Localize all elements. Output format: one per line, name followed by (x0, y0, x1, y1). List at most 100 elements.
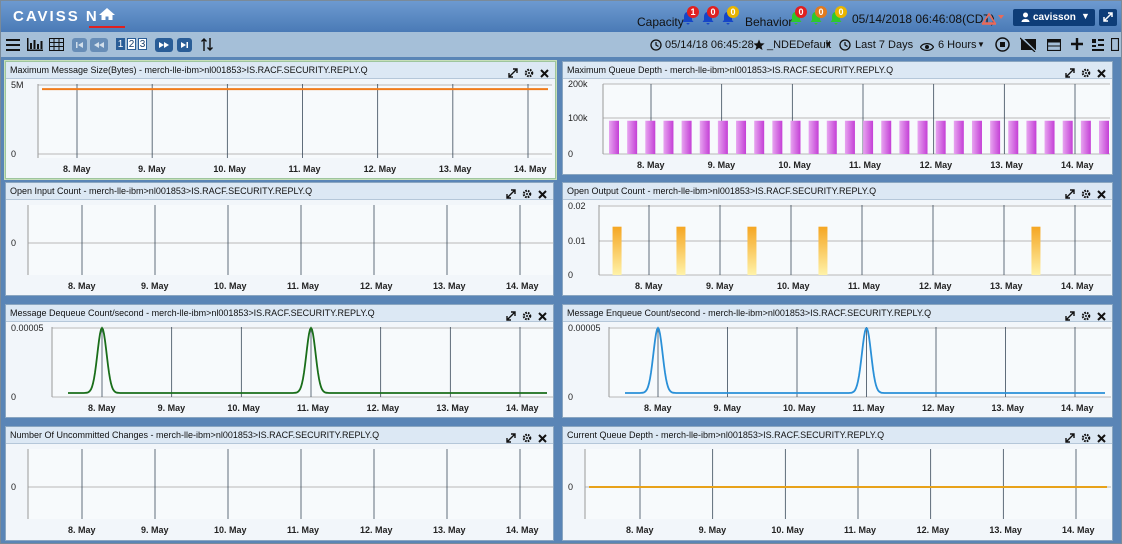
panel-title-bar[interactable]: Number Of Uncommitted Changes - merch-ll… (6, 427, 553, 444)
expand-icon[interactable] (1065, 186, 1075, 204)
star-icon[interactable] (753, 38, 765, 56)
behavior-bell-icon[interactable]: 0 (829, 6, 847, 30)
chart-bar[interactable] (717, 120, 728, 154)
panel-title-bar[interactable]: Maximum Message Size(Bytes) - merch-lle-… (6, 62, 555, 79)
layout-icon[interactable] (1046, 38, 1062, 56)
chart-bar[interactable] (627, 120, 638, 154)
alert-bell-icon[interactable] (981, 10, 1005, 31)
close-icon[interactable] (538, 186, 547, 204)
panel-title-bar[interactable]: Maximum Queue Depth - merch-lle-ibm>nl00… (563, 62, 1112, 79)
expand-icon[interactable] (506, 430, 516, 448)
panel-title-bar[interactable]: Open Input Count - merch-lle-ibm>nl00185… (6, 183, 553, 200)
page-number-2[interactable]: 2 (127, 38, 136, 50)
chart-bar[interactable] (754, 120, 765, 154)
expand-icon[interactable] (1065, 65, 1075, 83)
chart-panel[interactable]: Number Of Uncommitted Changes - merch-ll… (5, 426, 554, 541)
menu-icon[interactable] (6, 38, 20, 56)
page-number-3[interactable]: 3 (138, 38, 147, 50)
grid-options-icon[interactable] (1092, 38, 1104, 56)
next-page-button[interactable] (155, 38, 173, 52)
chart-bar[interactable] (971, 120, 982, 154)
chart-bar[interactable] (790, 120, 801, 154)
series-line[interactable] (68, 326, 547, 394)
chart-bar[interactable] (1044, 120, 1055, 154)
series-line[interactable] (625, 326, 1105, 394)
fullscreen-button[interactable] (1099, 9, 1117, 26)
stop-icon[interactable] (995, 37, 1010, 57)
expand-icon[interactable] (1065, 430, 1075, 448)
chart-panel[interactable]: Open Output Count - merch-lle-ibm>nl0018… (562, 182, 1113, 296)
expand-icon[interactable] (506, 308, 516, 326)
chart-bar[interactable] (1062, 120, 1073, 154)
home-icon[interactable] (98, 7, 116, 26)
expand-icon[interactable] (508, 65, 518, 83)
chart-bar[interactable] (676, 226, 686, 275)
gear-icon[interactable] (1081, 308, 1091, 326)
add-icon[interactable] (1071, 37, 1083, 55)
view-interval-select[interactable]: 6 Hours (938, 39, 977, 51)
chart-bar[interactable] (1008, 120, 1019, 154)
gear-icon[interactable] (1081, 430, 1091, 448)
gear-icon[interactable] (522, 308, 532, 326)
chart-view-icon[interactable] (27, 38, 43, 56)
time-range-select[interactable]: Last 7 Days (855, 39, 914, 51)
panel-title-bar[interactable]: Open Output Count - merch-lle-ibm>nl0018… (563, 183, 1112, 200)
chart-bar[interactable] (645, 120, 656, 154)
chart-bar[interactable] (736, 120, 747, 154)
more-options-icon[interactable] (1110, 37, 1120, 56)
close-icon[interactable] (538, 308, 547, 326)
capacity-bell-icon[interactable]: 1 (681, 6, 699, 30)
chart-bar[interactable] (863, 120, 874, 154)
panel-title-bar[interactable]: Message Dequeue Count/second - merch-lle… (6, 305, 553, 322)
close-icon[interactable] (1097, 65, 1106, 83)
expand-icon[interactable] (1065, 308, 1075, 326)
hide-chart-icon[interactable] (1019, 36, 1037, 57)
gear-icon[interactable] (1081, 65, 1091, 83)
chart-bar[interactable] (772, 120, 783, 154)
chart-bar[interactable] (844, 120, 855, 154)
sort-icon[interactable] (201, 38, 213, 56)
chart-bar[interactable] (1099, 120, 1109, 154)
chart-bar[interactable] (818, 226, 828, 275)
capacity-bell-icon[interactable]: 0 (701, 6, 719, 30)
close-icon[interactable] (1097, 186, 1106, 204)
gear-icon[interactable] (522, 186, 532, 204)
close-icon[interactable] (1097, 430, 1106, 448)
panel-title-bar[interactable]: Message Enqueue Count/second - merch-lle… (563, 305, 1112, 322)
page-number-1[interactable]: 1 (116, 38, 125, 50)
chart-bar[interactable] (899, 120, 910, 154)
behavior-bell-icon[interactable]: 0 (789, 6, 807, 30)
chart-bar[interactable] (663, 120, 674, 154)
chart-panel[interactable]: Maximum Queue Depth - merch-lle-ibm>nl00… (562, 61, 1113, 175)
chart-bar[interactable] (808, 120, 819, 154)
close-icon[interactable] (540, 65, 549, 83)
chart-panel[interactable]: Open Input Count - merch-lle-ibm>nl00185… (5, 182, 554, 296)
chart-bar[interactable] (681, 120, 692, 154)
chart-bar[interactable] (935, 120, 946, 154)
chart-bar[interactable] (747, 226, 757, 275)
expand-icon[interactable] (506, 186, 516, 204)
behavior-bell-icon[interactable]: 0 (809, 6, 827, 30)
chart-bar[interactable] (1026, 120, 1037, 154)
gear-icon[interactable] (1081, 186, 1091, 204)
close-icon[interactable] (1097, 308, 1106, 326)
chart-bar[interactable] (612, 226, 622, 275)
chart-bar[interactable] (953, 120, 964, 154)
last-page-button[interactable] (177, 38, 192, 52)
chart-panel[interactable]: Maximum Message Size(Bytes) - merch-lle-… (5, 61, 556, 179)
user-menu-button[interactable]: cavisson ▼ (1013, 9, 1095, 26)
chart-bar[interactable] (609, 120, 619, 154)
chart-panel[interactable]: Message Enqueue Count/second - merch-lle… (562, 304, 1113, 418)
table-view-icon[interactable] (49, 38, 64, 56)
chart-bar[interactable] (990, 120, 1001, 154)
first-page-button[interactable] (72, 38, 87, 52)
close-icon[interactable] (538, 430, 547, 448)
capacity-bell-icon[interactable]: 0 (721, 6, 739, 30)
chart-bar[interactable] (1031, 226, 1041, 275)
chart-bar[interactable] (881, 120, 892, 154)
chart-panel[interactable]: Message Dequeue Count/second - merch-lle… (5, 304, 554, 418)
gear-icon[interactable] (524, 65, 534, 83)
chart-bar[interactable] (699, 120, 710, 154)
chart-bar[interactable] (826, 120, 837, 154)
chart-bar[interactable] (1080, 120, 1091, 154)
